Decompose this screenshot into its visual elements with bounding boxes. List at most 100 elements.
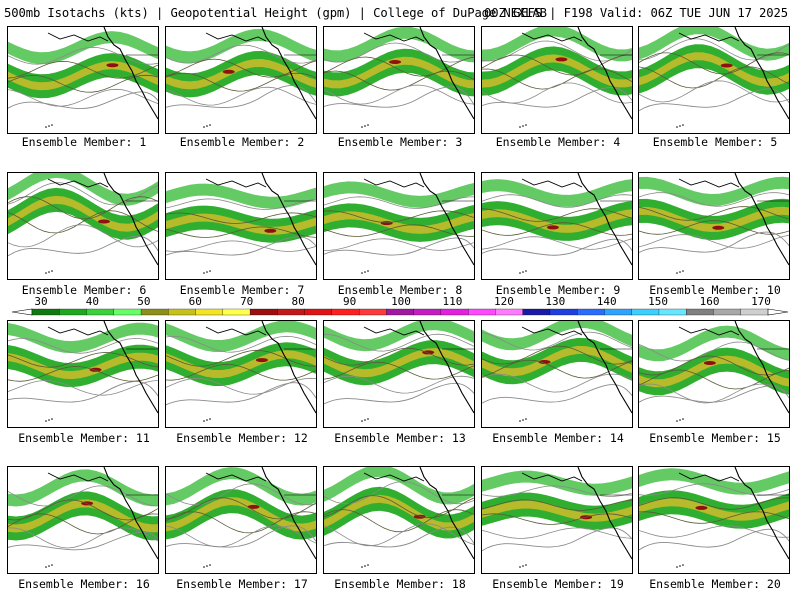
ensemble-map-panel — [323, 466, 475, 574]
island-marker — [676, 420, 678, 422]
coastline — [419, 467, 474, 560]
ensemble-member-label: Ensemble Member: 16 — [18, 577, 150, 591]
jet-core — [422, 350, 435, 355]
height-contour — [8, 182, 158, 206]
ensemble-map-panel — [638, 172, 790, 280]
height-contour — [324, 86, 474, 108]
colorbar-tick-label: 60 — [188, 295, 202, 308]
island-marker — [48, 419, 50, 421]
ensemble-map-panel — [481, 320, 633, 428]
northern-wind-band — [324, 27, 474, 63]
island-marker — [522, 125, 524, 127]
colorbar-swatch — [522, 308, 551, 316]
island-marker — [367, 270, 369, 272]
jet-mid-band — [482, 345, 632, 377]
height-contour — [166, 85, 316, 108]
jet-core — [389, 60, 402, 64]
height-contour — [482, 384, 632, 404]
height-contour — [8, 513, 158, 535]
colorbar-swatch — [440, 308, 469, 316]
height-contour — [8, 224, 158, 248]
jet-mid-band — [482, 54, 632, 88]
ensemble-map-panel — [323, 26, 475, 134]
island-marker — [525, 418, 527, 420]
island-marker — [51, 418, 53, 420]
island-marker — [48, 125, 50, 127]
coastline — [419, 173, 474, 266]
ensemble-map-panel — [7, 172, 159, 280]
ensemble-member-label: Ensemble Member: 9 — [495, 283, 621, 297]
jet-core — [538, 360, 551, 364]
jet-mid-band — [324, 56, 474, 89]
northern-wind-band — [324, 321, 474, 352]
height-contour — [8, 235, 158, 257]
coastline — [103, 173, 158, 266]
coastline — [103, 321, 158, 414]
coastline — [363, 326, 425, 336]
coastline — [734, 27, 789, 120]
coastline — [47, 178, 109, 188]
height-contour — [8, 531, 158, 551]
coastline — [678, 178, 740, 188]
height-contour — [324, 347, 474, 366]
northern-wind-band — [324, 467, 474, 505]
height-contour — [639, 80, 789, 103]
height-contour — [8, 527, 158, 549]
colorbar-swatch — [331, 308, 360, 316]
island-marker — [45, 420, 47, 422]
coastline — [521, 178, 583, 188]
height-contour — [166, 335, 316, 353]
height-contour — [482, 194, 632, 208]
height-contour — [166, 349, 316, 367]
island-marker — [522, 419, 524, 421]
map-canvas — [482, 467, 632, 568]
ensemble-member-label: Ensemble Member: 2 — [179, 135, 305, 149]
jet-mid-band — [639, 52, 789, 87]
northern-wind-band — [166, 183, 316, 209]
coastline — [363, 32, 425, 42]
height-contour — [166, 483, 316, 506]
height-contour — [166, 525, 316, 548]
height-contour — [324, 495, 474, 519]
colorbar-swatch — [604, 308, 633, 316]
island-marker — [206, 419, 208, 421]
northern-wind-band — [8, 173, 158, 206]
height-contour — [482, 359, 632, 379]
height-contour — [8, 46, 158, 65]
colorbar-swatch — [195, 308, 224, 316]
height-contour — [166, 497, 316, 520]
height-contour — [482, 54, 632, 76]
jet-outer-band — [482, 201, 632, 241]
coastline — [419, 321, 474, 414]
jet-core — [98, 219, 111, 224]
ensemble-member-label: Ensemble Member: 13 — [334, 431, 466, 445]
island-marker — [367, 124, 369, 126]
jet-outer-band — [639, 198, 789, 240]
height-contour — [639, 206, 789, 221]
coastline — [678, 32, 740, 42]
colorbar-tick-label: 150 — [648, 295, 669, 308]
island-marker — [361, 126, 363, 128]
jet-core — [720, 63, 733, 68]
map-canvas — [8, 173, 158, 274]
map-canvas — [639, 27, 789, 128]
northern-wind-band — [482, 27, 632, 62]
colorbar-tick-label: 130 — [545, 295, 566, 308]
coastline — [261, 27, 316, 120]
coastline — [577, 173, 632, 266]
jet-core — [712, 225, 725, 230]
height-contour — [639, 369, 789, 390]
colorbar-swatch — [222, 308, 251, 316]
island-marker — [525, 270, 527, 272]
island-marker — [48, 565, 50, 567]
height-contour — [8, 485, 158, 507]
isotach-colorbar — [11, 308, 789, 316]
jet-outer-band — [482, 46, 632, 96]
ensemble-member-label: Ensemble Member: 11 — [18, 431, 150, 445]
height-contour — [8, 196, 158, 220]
island-marker — [206, 271, 208, 273]
colorbar-swatch — [686, 308, 714, 316]
colorbar-tick-label: 70 — [240, 295, 254, 308]
coastline — [521, 32, 583, 42]
jet-core — [703, 361, 716, 365]
